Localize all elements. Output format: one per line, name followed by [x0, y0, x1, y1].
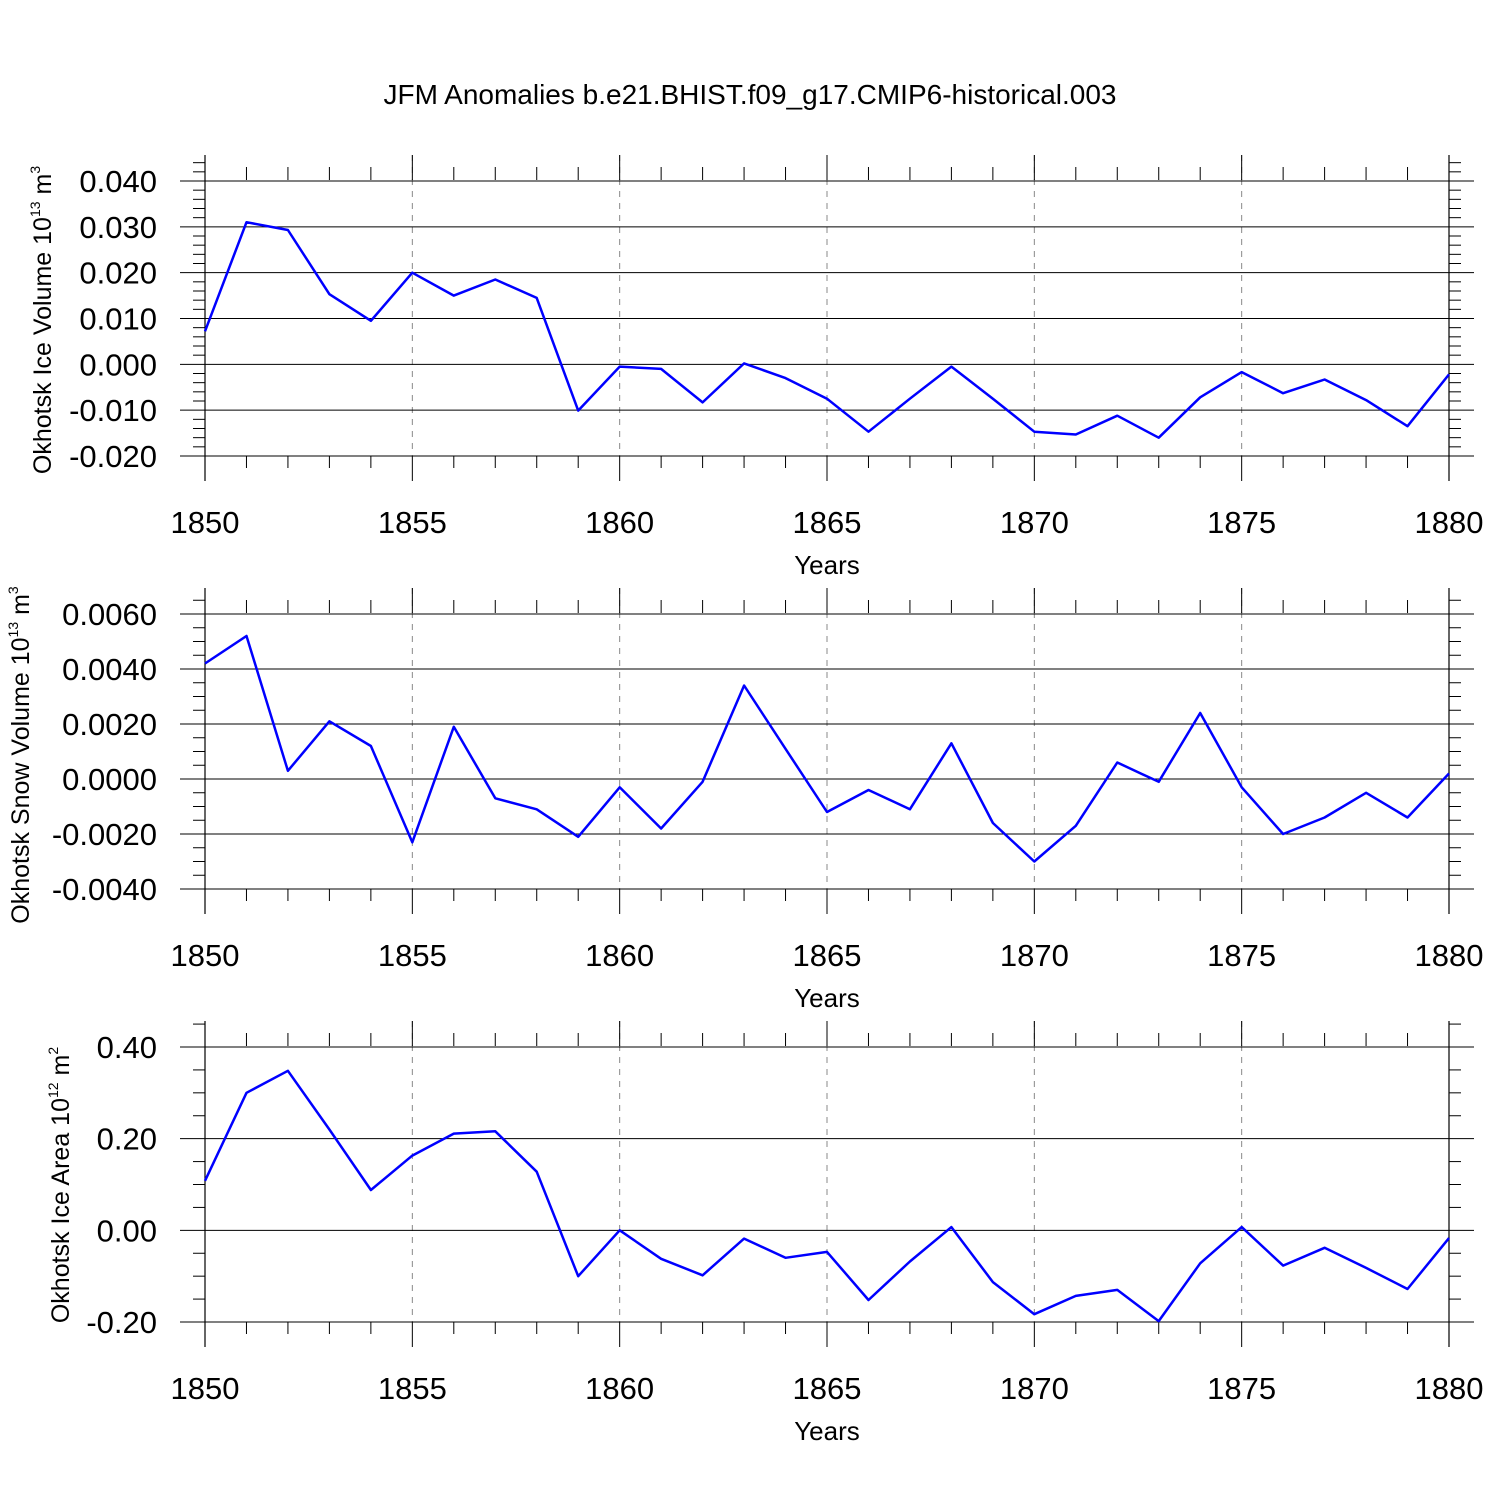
y-axis-title: Okhotsk Ice Area 1012 m2	[45, 1047, 75, 1323]
x-tick-label: 1865	[793, 1371, 862, 1406]
x-tick-label: 1860	[585, 938, 654, 973]
series-line	[203, 1069, 1450, 1323]
y-axis-title-text: Okhotsk Ice Area 10	[47, 1098, 75, 1323]
y-axis-title: Okhotsk Snow Volume 1013 m3	[5, 586, 35, 924]
y-tick-label: 0.000	[79, 347, 157, 382]
x-tick-label: 1875	[1207, 1371, 1276, 1406]
x-tick-label: 1855	[378, 1371, 447, 1406]
y-tick-label: 0.0000	[62, 762, 157, 797]
series-line	[203, 220, 1450, 439]
x-tick-label: 1870	[1000, 938, 1069, 973]
y-tick-label: -0.0040	[52, 872, 157, 907]
y-axis-title-unit: m	[47, 1055, 75, 1083]
y-axis-title-unit: m	[29, 174, 57, 202]
x-tick-label: 1860	[585, 1371, 654, 1406]
y-axis-title-unit: m	[7, 594, 35, 622]
x-tick-label: 1850	[171, 505, 240, 540]
x-tick-label: 1880	[1415, 1371, 1484, 1406]
x-axis-title: Years	[794, 1416, 860, 1446]
y-axis-title-exponent: 13	[27, 201, 43, 217]
x-tick-label: 1865	[793, 505, 862, 540]
y-tick-label: -0.020	[69, 439, 157, 474]
x-tick-label: 1870	[1000, 1371, 1069, 1406]
y-tick-label: 0.0060	[62, 597, 157, 632]
y-tick-label: 0.020	[79, 256, 157, 291]
y-axis-title-unit-exponent: 3	[27, 166, 43, 174]
chart-panel-3: 0.40 0.20 0.00 -0.20 1850 1855 1860 1865 1870 187…	[45, 1021, 1483, 1446]
chart-title: JFM Anomalies b.e21.BHIST.f09_g17.CMIP6-…	[383, 79, 1116, 110]
y-axis-title-text: Okhotsk Snow Volume 10	[7, 637, 35, 923]
y-axis-title: Okhotsk Ice Volume 1013 m3	[27, 166, 57, 474]
y-tick-label: -0.20	[86, 1305, 157, 1340]
y-tick-label: 0.40	[97, 1030, 157, 1065]
y-axis-title-exponent: 12	[45, 1082, 61, 1098]
x-tick-label: 1880	[1415, 505, 1484, 540]
chart-panel-2: 0.0060 0.0040 0.0020 0.0000 -0.0020 -0.0040 18…	[5, 586, 1483, 1013]
y-tick-label: 0.030	[79, 210, 157, 245]
y-tick-label: 0.0040	[62, 652, 157, 687]
y-axis-title-exponent: 13	[5, 622, 21, 638]
x-tick-label: 1850	[171, 938, 240, 973]
x-axis-title: Years	[794, 550, 860, 580]
x-tick-label: 1850	[171, 1371, 240, 1406]
x-axis-title: Years	[794, 983, 860, 1013]
y-tick-label: 0.040	[79, 164, 157, 199]
x-tick-label: 1875	[1207, 938, 1276, 973]
y-axis-title-unit-exponent: 3	[5, 586, 21, 594]
y-axis-title-unit-exponent: 2	[45, 1047, 61, 1055]
x-tick-label: 1865	[793, 938, 862, 973]
y-tick-label: 0.0020	[62, 707, 157, 742]
series-line	[204, 634, 1450, 863]
x-tick-label: 1875	[1207, 505, 1276, 540]
x-tick-label: 1855	[378, 938, 447, 973]
chart-panel-1: 0.040 0.030 0.020 0.010 0.000 -0.010 -0.020 185…	[27, 155, 1483, 580]
x-tick-label: 1870	[1000, 505, 1069, 540]
y-axis-title-text: Okhotsk Ice Volume 10	[29, 217, 57, 474]
y-tick-label: -0.010	[69, 393, 157, 428]
y-tick-label: 0.20	[97, 1122, 157, 1157]
y-tick-label: -0.0020	[52, 817, 157, 852]
y-tick-label: 0.010	[79, 302, 157, 337]
x-tick-label: 1860	[585, 505, 654, 540]
y-tick-label: 0.00	[97, 1213, 157, 1248]
x-tick-label: 1880	[1415, 938, 1484, 973]
x-tick-label: 1855	[378, 505, 447, 540]
